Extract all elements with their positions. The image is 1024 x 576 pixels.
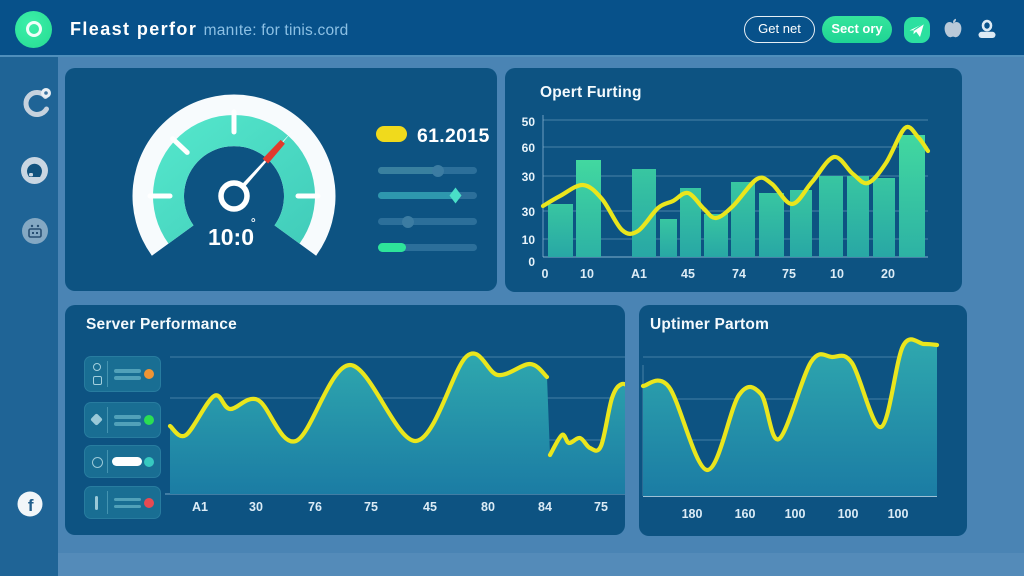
svg-text:74: 74 [732,267,746,281]
svg-text:30: 30 [249,500,263,514]
svg-text:50: 50 [522,115,536,129]
svg-text:30: 30 [522,170,536,184]
svg-text:10: 10 [580,267,594,281]
svg-text:0: 0 [542,267,549,281]
svg-text:0: 0 [528,255,535,269]
svg-text:10:0: 10:0 [208,224,254,250]
svg-text:84: 84 [538,500,552,514]
svg-text:180: 180 [682,507,703,521]
svg-text:45: 45 [423,500,437,514]
svg-text:30: 30 [522,205,536,219]
svg-text:76: 76 [308,500,322,514]
svg-text:˚: ˚ [251,218,256,235]
svg-text:A1: A1 [192,500,208,514]
svg-text:100: 100 [888,507,909,521]
svg-text:75: 75 [782,267,796,281]
svg-text:75: 75 [594,500,608,514]
svg-text:20: 20 [881,267,895,281]
svg-text:45: 45 [681,267,695,281]
svg-text:100: 100 [838,507,859,521]
svg-text:10: 10 [522,233,536,247]
svg-text:80: 80 [481,500,495,514]
svg-text:100: 100 [785,507,806,521]
svg-text:A1: A1 [631,267,647,281]
svg-text:160: 160 [735,507,756,521]
svg-text:10: 10 [830,267,844,281]
svg-text:f: f [28,496,34,515]
svg-text:60: 60 [522,141,536,155]
svg-text:75: 75 [364,500,378,514]
